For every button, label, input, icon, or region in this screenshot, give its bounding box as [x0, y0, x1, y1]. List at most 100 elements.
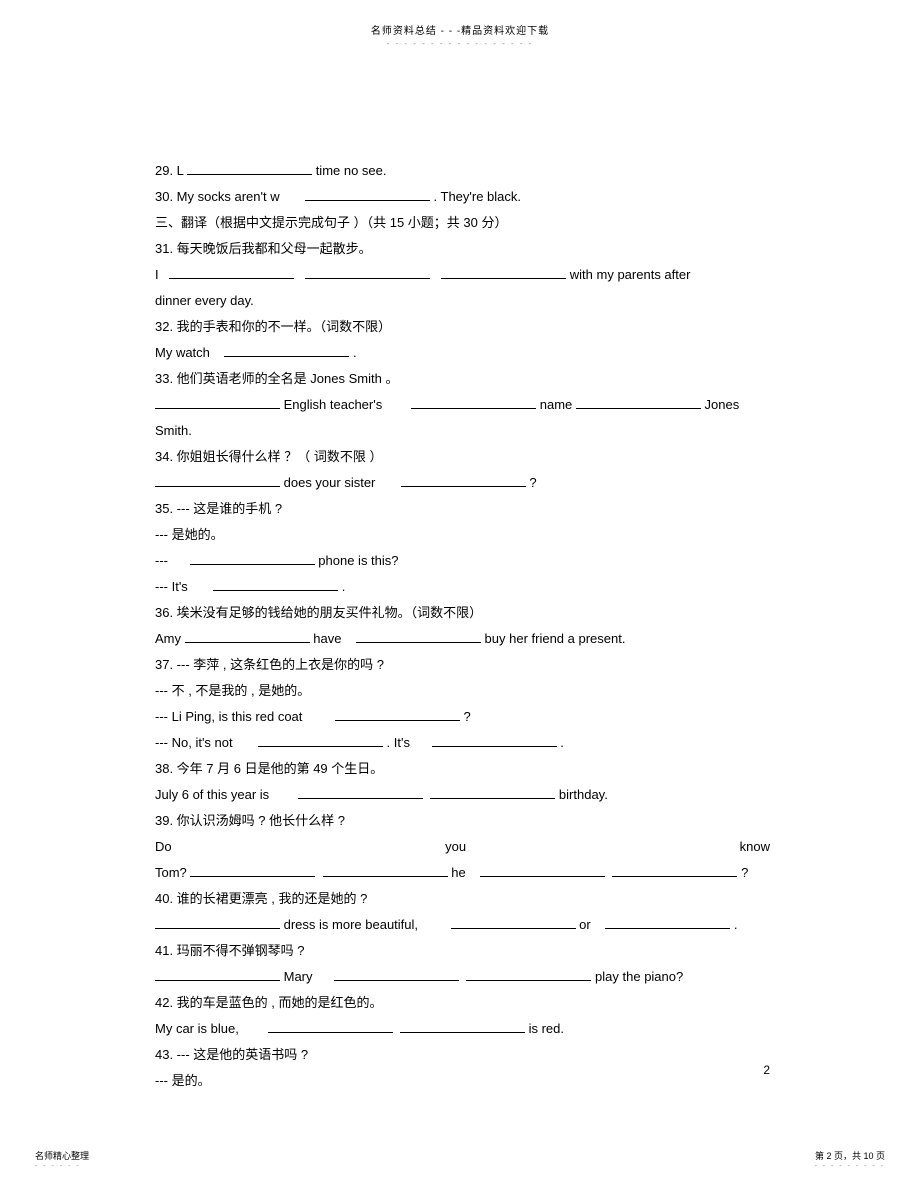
q34-end: ?: [529, 475, 536, 490]
q31-prompt: 31. 每天晚饭后我都和父母一起散步。: [155, 236, 770, 262]
blank: [169, 266, 294, 279]
q41-prompt: 41. 玛丽不得不弹钢琴吗 ?: [155, 938, 770, 964]
q37-l2-start: --- No, it's not: [155, 735, 233, 750]
q32-prompt: 32. 我的手表和你的不一样。（词数不限）: [155, 314, 770, 340]
blank: [335, 708, 460, 721]
blank: [576, 396, 701, 409]
q33-line: English teacher's name Jones: [155, 392, 770, 418]
blank: [401, 474, 526, 487]
q42-end: is red.: [529, 1021, 564, 1036]
q38-line: July 6 of this year is birthday.: [155, 782, 770, 808]
q36-end: buy her friend a present.: [485, 631, 626, 646]
q37-l2-end: .: [560, 735, 564, 750]
q40-prompt: 40. 谁的长裙更漂亮 , 我的还是她的 ?: [155, 886, 770, 912]
q39-l2-mid: he: [451, 865, 465, 880]
q35-prompt1: 35. --- 这是谁的手机 ?: [155, 496, 770, 522]
blank: [268, 1020, 393, 1033]
q37-l1-end: ?: [464, 709, 471, 724]
q35-line1: --- phone is this?: [155, 548, 770, 574]
q40-end: .: [734, 917, 738, 932]
blank: [155, 474, 280, 487]
q39-w1: Do: [155, 834, 172, 860]
q39-l2-start: Tom?: [155, 865, 187, 880]
q36-line: Amy have buy her friend a present.: [155, 626, 770, 652]
blank: [224, 344, 349, 357]
q34-prompt: 34. 你姐姐长得什么样 ？（ 词数不限 ）: [155, 444, 770, 470]
blank: [334, 968, 459, 981]
q31-start: I: [155, 267, 159, 282]
q30: 30. My socks aren't w . They're black.: [155, 184, 770, 210]
blank: [155, 968, 280, 981]
q31-end: with my parents after: [570, 267, 691, 282]
q32-line: My watch .: [155, 340, 770, 366]
q34-line: does your sister ?: [155, 470, 770, 496]
blank: [258, 734, 383, 747]
q39-line1: Do you know: [155, 834, 770, 860]
q31-cont: dinner every day.: [155, 288, 770, 314]
q32-start: My watch: [155, 345, 210, 360]
q36-mid: have: [313, 631, 341, 646]
q30-prefix: 30. My socks aren't w: [155, 189, 280, 204]
q29: 29. L time no see.: [155, 158, 770, 184]
q34-mid: does your sister: [284, 475, 376, 490]
q39-line2: Tom? he ?: [155, 860, 770, 886]
blank: [187, 162, 312, 175]
q40-mid2: or: [579, 917, 591, 932]
blank: [605, 916, 730, 929]
blank: [480, 864, 605, 877]
section3-title: 三、翻译（根据中文提示完成句子 ）（共 15 小题；共 30 分）: [155, 210, 770, 236]
q38-start: July 6 of this year is: [155, 787, 269, 802]
q29-suffix: time no see.: [316, 163, 387, 178]
q39-l2-end: ?: [741, 865, 748, 880]
footer-right-dots: - - - - - - - - -: [814, 1163, 885, 1170]
q37-prompt1: 37. --- 李萍 , 这条红色的上衣是你的吗 ?: [155, 652, 770, 678]
q42-line: My car is blue, is red.: [155, 1016, 770, 1042]
q35-l2-end: .: [342, 579, 346, 594]
q33-prompt: 33. 他们英语老师的全名是 Jones Smith 。: [155, 366, 770, 392]
blank: [190, 864, 315, 877]
q41-line: Mary play the piano?: [155, 964, 770, 990]
q33-mid2: name: [540, 397, 573, 412]
q39-w2: you: [445, 834, 466, 860]
blank: [451, 916, 576, 929]
q37-l2-mid: . It's: [387, 735, 410, 750]
q33-mid1: English teacher's: [284, 397, 383, 412]
blank: [466, 968, 591, 981]
q35-prompt2: --- 是她的。: [155, 522, 770, 548]
q39-prompt: 39. 你认识汤姆吗 ? 他长什么样 ?: [155, 808, 770, 834]
document-content: 29. L time no see. 30. My socks aren't w…: [0, 48, 920, 1094]
blank: [155, 396, 280, 409]
blank: [430, 786, 555, 799]
q38-end: birthday.: [559, 787, 608, 802]
q38-prompt: 38. 今年 7 月 6 日是他的第 49 个生日。: [155, 756, 770, 782]
q35-l1-end: phone is this?: [318, 553, 398, 568]
blank: [213, 578, 338, 591]
footer-left-dots: - - - - - -: [35, 1163, 81, 1170]
q43-prompt2: --- 是的。: [155, 1068, 770, 1094]
header-dots: - - - - - - - - - - - - - - - - -: [0, 39, 920, 48]
q32-suffix: .: [353, 345, 357, 360]
q31-line: I with my parents after: [155, 262, 770, 288]
page-number: 2: [763, 1063, 770, 1077]
blank: [190, 552, 315, 565]
q35-l1-start: ---: [155, 553, 168, 568]
footer-right: 第 2 页，共 10 页: [815, 1149, 885, 1162]
q37-line1: --- Li Ping, is this red coat ?: [155, 704, 770, 730]
blank: [441, 266, 566, 279]
blank: [411, 396, 536, 409]
blank: [155, 916, 280, 929]
blank: [305, 266, 430, 279]
q39-w3: know: [740, 834, 770, 860]
q37-l1-start: --- Li Ping, is this red coat: [155, 709, 302, 724]
q41-end: play the piano?: [595, 969, 683, 984]
blank: [612, 864, 737, 877]
blank: [298, 786, 423, 799]
blank: [432, 734, 557, 747]
q35-line2: --- It's .: [155, 574, 770, 600]
q33-end: Jones: [705, 397, 740, 412]
q37-prompt2: --- 不 , 不是我的 , 是她的。: [155, 678, 770, 704]
q43-prompt1: 43. --- 这是他的英语书吗 ?: [155, 1042, 770, 1068]
q30-suffix: . They're black.: [434, 189, 522, 204]
q41-mid: Mary: [284, 969, 313, 984]
q35-l2-start: --- It's: [155, 579, 188, 594]
